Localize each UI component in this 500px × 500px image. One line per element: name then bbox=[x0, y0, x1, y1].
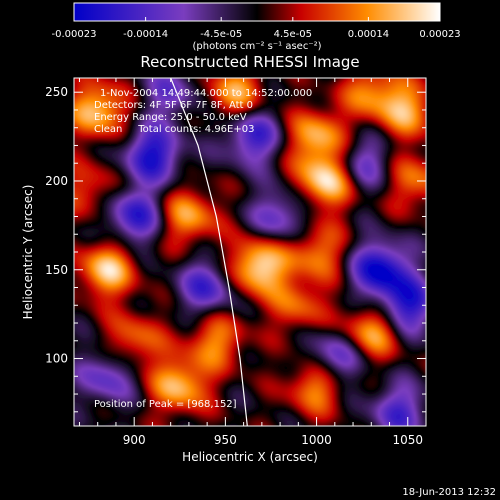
colorbar-tick-label: 4.5e-05 bbox=[274, 29, 312, 40]
annotation-clean: Clean Total counts: 4.96E+03 bbox=[94, 124, 254, 135]
y-tick-label: 150 bbox=[45, 263, 68, 277]
x-tick-label: 900 bbox=[123, 433, 146, 447]
colorbar-tick-label: -0.00023 bbox=[52, 29, 97, 40]
y-tick-label: 250 bbox=[45, 85, 68, 99]
heatmap-image bbox=[74, 78, 426, 426]
y-tick-label: 100 bbox=[45, 352, 68, 366]
colorbar-units: (photons cm⁻² s⁻¹ asec⁻²) bbox=[192, 41, 321, 52]
colorbar-tick-label: -4.5e-05 bbox=[200, 29, 242, 40]
colorbar-ticks: -0.00023 -0.00014 -4.5e-05 4.5e-05 0.00014 0.… bbox=[52, 17, 461, 40]
x-axis-label: Heliocentric X (arcsec) bbox=[182, 450, 318, 464]
y-axis-label: Heliocentric Y (arcsec) bbox=[21, 185, 35, 320]
x-tick-label: 950 bbox=[214, 433, 237, 447]
annotation-detectors: Detectors: 4F 5F 6F 7F 8F, Att 0 bbox=[94, 100, 253, 111]
annotation-energy: Energy Range: 25.0 - 50.0 keV bbox=[94, 112, 247, 123]
solar-limb-line bbox=[170, 78, 248, 426]
colorbar-tick-label: 0.00023 bbox=[419, 29, 460, 40]
colorbar bbox=[73, 2, 441, 22]
axis-ticks: 900 950 1000 1050 100 150 200 250 bbox=[45, 78, 427, 447]
colorbar-tick-label: -0.00014 bbox=[123, 29, 168, 40]
annotation-time: 1-Nov-2004 14:49:44.000 to 14:52:00.000 bbox=[100, 88, 312, 99]
y-tick-label: 200 bbox=[45, 174, 68, 188]
chart-title: Reconstructed RHESSI Image bbox=[140, 53, 359, 71]
colorbar-tick-label: 0.00014 bbox=[348, 29, 389, 40]
x-tick-label: 1000 bbox=[301, 433, 332, 447]
footer-date: 18-Jun-2013 12:32 bbox=[402, 487, 496, 498]
x-tick-label: 1050 bbox=[392, 433, 423, 447]
annotation-peak: Position of Peak = [968,152] bbox=[94, 399, 237, 410]
